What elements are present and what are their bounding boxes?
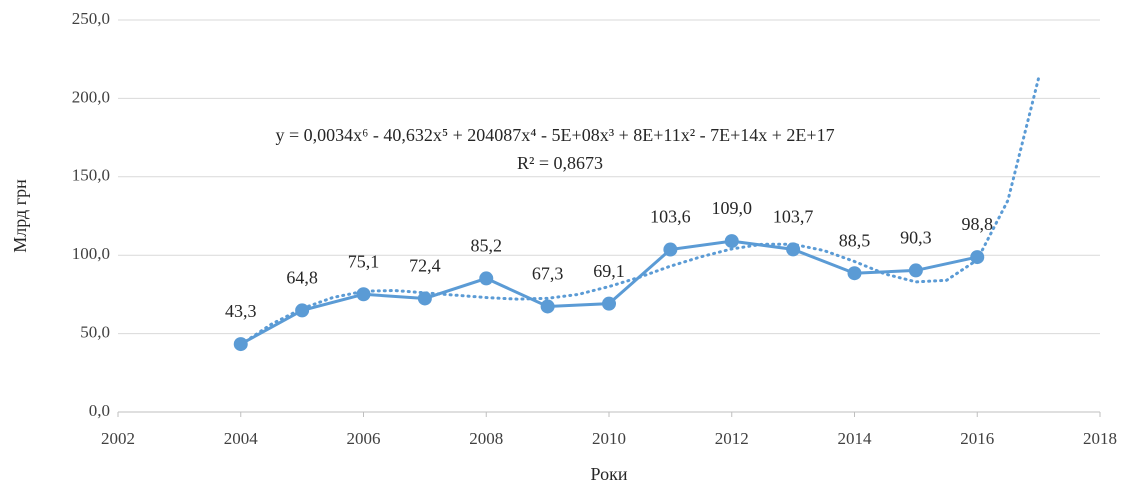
point xyxy=(663,242,678,257)
data-label: 103,6 xyxy=(650,207,691,227)
y-tick-label: 0,0 xyxy=(89,401,110,420)
point xyxy=(233,337,248,352)
point xyxy=(908,263,923,278)
x-tick-label: 2002 xyxy=(101,429,135,448)
data-label: 90,3 xyxy=(900,228,932,248)
point xyxy=(724,234,739,249)
x-tick-label: 2018 xyxy=(1083,429,1117,448)
trend-r-squared: R² = 0,8673 xyxy=(517,153,603,173)
point xyxy=(479,271,494,286)
point xyxy=(970,250,985,265)
point xyxy=(540,299,555,314)
data-label: 69,1 xyxy=(593,261,625,281)
data-label: 103,7 xyxy=(773,207,814,227)
point xyxy=(602,296,616,311)
data-label: 67,3 xyxy=(532,264,564,284)
x-tick-label: 2012 xyxy=(715,429,749,448)
point xyxy=(417,291,432,306)
x-tick-label: 2008 xyxy=(469,429,503,448)
point xyxy=(786,242,801,257)
data-label: 109,0 xyxy=(712,198,753,218)
data-label: 43,3 xyxy=(225,301,257,321)
data-label: 85,2 xyxy=(471,236,503,256)
x-tick-label: 2010 xyxy=(592,429,626,448)
y-tick-label: 100,0 xyxy=(72,244,110,263)
data-label: 64,8 xyxy=(286,268,318,288)
data-label: 72,4 xyxy=(409,256,441,276)
x-tick-label: 2004 xyxy=(224,429,259,448)
x-tick-label: 2014 xyxy=(838,429,873,448)
y-tick-label: 150,0 xyxy=(72,166,110,185)
data-label: 88,5 xyxy=(839,230,871,250)
y-tick-label: 250,0 xyxy=(72,9,110,28)
x-axis-title: Роки xyxy=(591,464,628,484)
y-tick-label: 50,0 xyxy=(80,323,110,342)
data-label: 98,8 xyxy=(962,214,994,234)
point xyxy=(847,266,862,281)
point xyxy=(295,303,310,318)
y-tick-label: 200,0 xyxy=(72,87,110,106)
trend-equation: y = 0,0034x⁶ - 40,632x⁵ + 204087x⁴ - 5E+… xyxy=(275,125,834,145)
y-axis-title: Млрд грн xyxy=(10,179,30,253)
x-tick-label: 2006 xyxy=(347,429,381,448)
x-tick-label: 2016 xyxy=(960,429,994,448)
data-label: 75,1 xyxy=(348,251,380,271)
trendline xyxy=(239,76,1041,347)
point xyxy=(356,287,371,302)
